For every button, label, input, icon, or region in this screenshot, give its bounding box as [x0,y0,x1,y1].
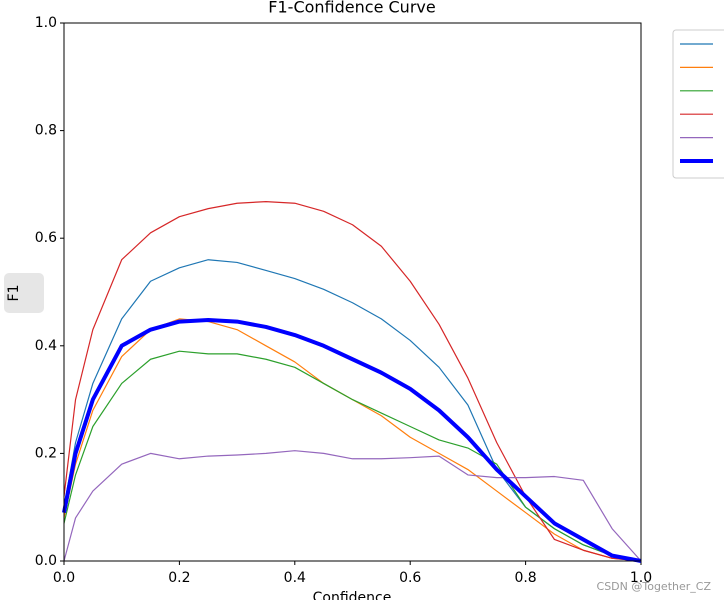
x-tick-label: 0.2 [168,570,190,586]
y-tick-label: 0.0 [35,553,57,569]
y-tick-label: 0.4 [35,338,57,354]
x-tick-label: 0.8 [514,570,536,586]
line [62,317,642,563]
y-tick-label: 0.8 [35,123,57,139]
y-tick-label: 0.6 [35,230,57,246]
x-tick-label: 0.6 [399,570,421,586]
line [63,259,642,562]
line [63,350,642,562]
line [63,201,642,562]
y-label-highlight [4,273,44,313]
watermark: CSDN @Together_CZ [597,580,712,593]
x-tick-label: 0.4 [284,570,306,586]
line [63,450,642,562]
y-tick-label: 1.0 [35,15,57,31]
y-axis-label: F1 [6,285,22,302]
plot-frame [63,22,642,562]
x-tick-label: 1.0 [630,570,652,586]
legend-box [672,29,724,179]
chart-title: F1-Confidence Curve [268,0,435,17]
x-tick-label: 0.0 [53,570,75,586]
x-axis-label: Confidence [313,590,392,600]
y-tick-label: 0.2 [35,445,57,461]
